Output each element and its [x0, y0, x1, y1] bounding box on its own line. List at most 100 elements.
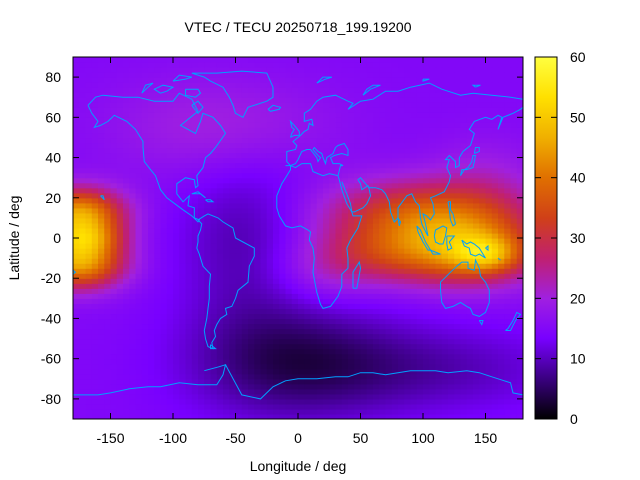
heatmap-cell — [341, 388, 349, 395]
heatmap-cell — [129, 338, 137, 345]
heatmap-cell — [335, 303, 343, 309]
heatmap-cell — [373, 373, 380, 380]
heatmap-cell — [73, 268, 80, 274]
heatmap-cell — [204, 373, 212, 380]
heatmap-cell — [410, 243, 418, 249]
heatmap-cell — [279, 127, 287, 134]
heatmap-cell — [385, 298, 393, 304]
heatmap-cell — [104, 142, 112, 149]
heatmap-cell — [329, 263, 337, 269]
heatmap-cell — [473, 368, 480, 375]
heatmap-cell — [466, 227, 474, 234]
heatmap-cell — [516, 162, 523, 169]
heatmap-cell — [104, 187, 112, 194]
heatmap-cell — [135, 243, 143, 249]
heatmap-cell — [116, 323, 124, 330]
heatmap-cell — [260, 177, 268, 184]
heatmap-cell — [466, 318, 474, 325]
heatmap-cell — [479, 132, 487, 139]
heatmap-cell — [466, 97, 474, 103]
heatmap-cell — [479, 197, 487, 204]
heatmap-cell — [329, 217, 337, 224]
heatmap-cell — [323, 122, 330, 128]
heatmap-cell — [254, 137, 262, 144]
heatmap-cell — [104, 258, 112, 264]
heatmap-cell — [504, 318, 512, 325]
heatmap-cell — [504, 222, 512, 229]
heatmap-cell — [316, 117, 324, 123]
heatmap-cell — [273, 112, 280, 118]
heatmap-cell — [254, 358, 262, 365]
heatmap-cell — [223, 383, 230, 390]
heatmap-cell — [460, 408, 468, 415]
heatmap-cell — [273, 338, 280, 345]
heatmap-cell — [185, 117, 193, 123]
heatmap-cell — [241, 278, 249, 284]
heatmap-cell — [173, 278, 180, 284]
heatmap-cell — [123, 152, 130, 159]
heatmap-cell — [291, 303, 299, 309]
heatmap-cell — [129, 358, 137, 365]
heatmap-cell — [416, 238, 424, 244]
heatmap-cell — [323, 192, 330, 199]
heatmap-cell — [185, 77, 193, 83]
heatmap-cell — [504, 243, 512, 249]
heatmap-cell — [254, 268, 262, 274]
heatmap-cell — [279, 348, 287, 355]
heatmap-cell — [373, 112, 380, 118]
heatmap-cell — [235, 373, 243, 380]
heatmap-cell — [285, 408, 293, 415]
heatmap-cell — [129, 232, 137, 239]
heatmap-cell — [279, 368, 287, 375]
heatmap-cell — [154, 283, 162, 289]
heatmap-cell — [223, 318, 230, 325]
heatmap-cell — [379, 323, 387, 330]
heatmap-cell — [348, 373, 355, 380]
heatmap-cell — [385, 97, 393, 103]
heatmap-cell — [479, 92, 487, 98]
heatmap-cell — [235, 268, 243, 274]
heatmap-cell — [285, 207, 293, 214]
heatmap-cell — [85, 157, 93, 164]
heatmap-cell — [341, 127, 349, 134]
heatmap-cell — [185, 162, 193, 169]
heatmap-cell — [79, 363, 87, 370]
heatmap-cell — [123, 142, 130, 149]
heatmap-cell — [98, 137, 105, 144]
heatmap-cell — [504, 72, 512, 78]
heatmap-cell — [123, 368, 130, 375]
heatmap-cell — [429, 313, 437, 320]
heatmap-cell — [160, 353, 168, 360]
heatmap-cell — [329, 197, 337, 204]
heatmap-cell — [166, 298, 174, 304]
heatmap-cell — [104, 253, 112, 259]
heatmap-cell — [391, 97, 399, 103]
heatmap-cell — [141, 253, 149, 259]
heatmap-cell — [491, 202, 499, 209]
heatmap-cell — [85, 212, 93, 219]
heatmap-cell — [241, 147, 249, 154]
heatmap-cell — [279, 253, 287, 259]
heatmap-cell — [454, 142, 462, 149]
heatmap-cell — [460, 343, 468, 350]
heatmap-cell — [160, 227, 168, 234]
heatmap-cell — [185, 177, 193, 184]
heatmap-cell — [198, 77, 205, 83]
heatmap-cell — [373, 293, 380, 299]
heatmap-cell — [348, 348, 355, 355]
heatmap-cell — [435, 258, 443, 264]
heatmap-cell — [166, 72, 174, 78]
chart-title: VTEC / TECU 20250718_199.19200 — [184, 19, 411, 35]
heatmap-cell — [241, 408, 249, 415]
heatmap-cell — [235, 263, 243, 269]
heatmap-cell — [404, 288, 412, 294]
heatmap-cell — [341, 383, 349, 390]
heatmap-cell — [235, 182, 243, 189]
heatmap-cell — [423, 243, 430, 249]
heatmap-cell — [123, 283, 130, 289]
heatmap-cell — [441, 107, 449, 113]
heatmap-cell — [241, 363, 249, 370]
heatmap-cell — [404, 413, 412, 419]
heatmap-cell — [204, 288, 212, 294]
heatmap-cell — [304, 97, 312, 103]
